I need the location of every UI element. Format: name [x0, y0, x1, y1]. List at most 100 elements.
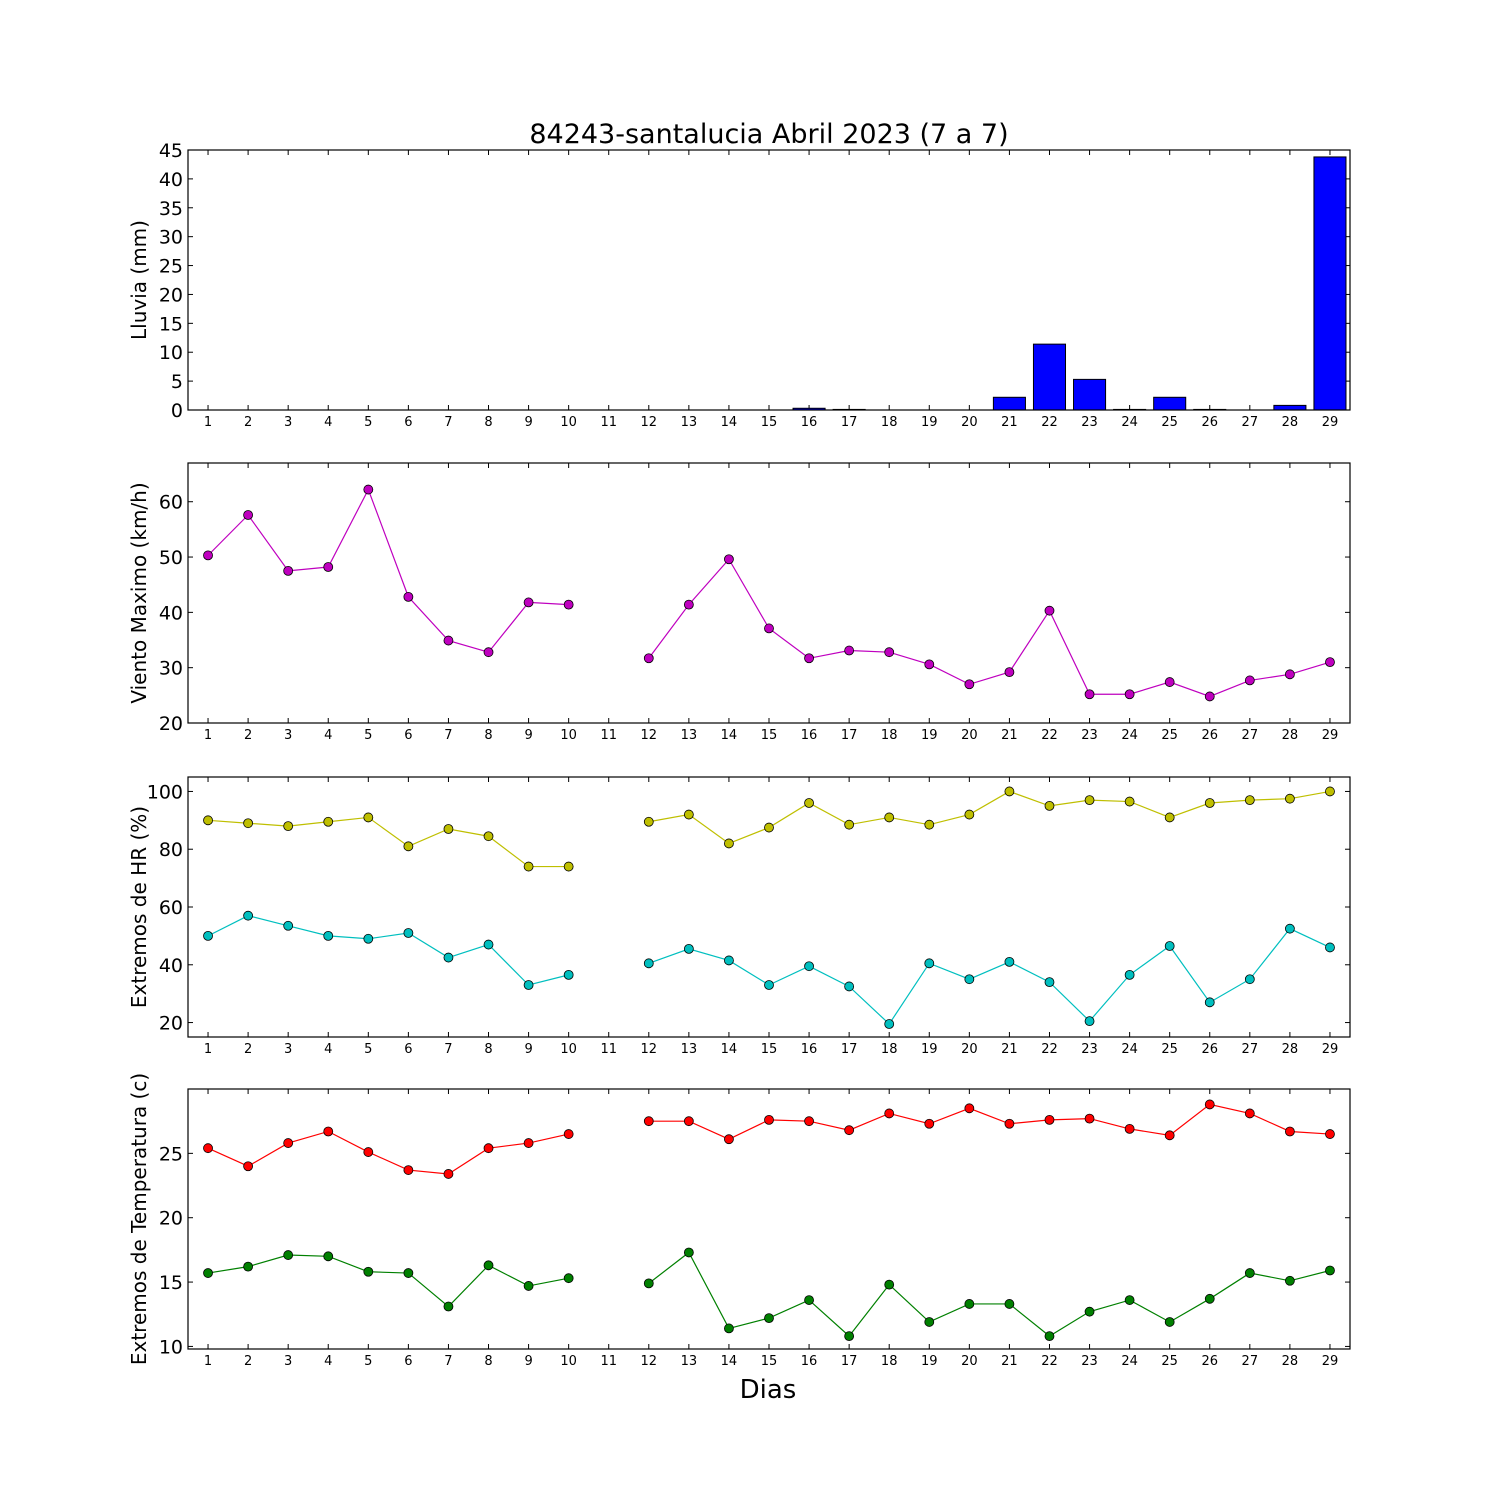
- y-tick-label: 40: [159, 955, 183, 977]
- data-point: [1004, 1118, 1015, 1129]
- data-point: [804, 1116, 814, 1127]
- x-tick-label: 4: [324, 1042, 332, 1057]
- data-point: [1244, 1268, 1255, 1278]
- chart-title: 84243-santalucia Abril 2023 (7 a 7): [529, 119, 1008, 150]
- data-point: [563, 599, 574, 610]
- data-point: [683, 809, 694, 820]
- x-tick-label: 21: [1001, 415, 1018, 430]
- data-point: [563, 969, 574, 980]
- data-point: [764, 1313, 774, 1324]
- data-point: [1284, 1126, 1295, 1137]
- y-tick-label: 35: [159, 198, 183, 220]
- data-point: [443, 952, 454, 963]
- x-tick-label: 20: [961, 1042, 978, 1057]
- x-tick-label: 13: [681, 728, 698, 743]
- x-tick-label: 2: [244, 1354, 252, 1369]
- data-point: [683, 1247, 694, 1258]
- x-tick-label: 10: [560, 415, 577, 430]
- data-point: [683, 943, 694, 954]
- data-point: [323, 1251, 334, 1262]
- x-tick-label: 3: [284, 728, 292, 743]
- bar: [1313, 156, 1347, 411]
- x-tick-label: 17: [841, 1042, 858, 1057]
- x-tick-label: 23: [1081, 728, 1098, 743]
- data-point: [243, 910, 254, 921]
- data-point: [1044, 977, 1055, 988]
- x-tick-label: 3: [284, 415, 292, 430]
- data-point: [804, 798, 814, 808]
- data-point: [764, 980, 774, 990]
- x-tick-label: 27: [1242, 415, 1259, 430]
- data-point: [964, 974, 975, 985]
- x-tick-label: 19: [921, 1354, 938, 1369]
- y-tick-label: 30: [159, 227, 183, 249]
- data-point: [1124, 1295, 1135, 1305]
- data-point: [1004, 956, 1015, 967]
- x-tick-label: 14: [721, 728, 738, 743]
- x-tick-label: 29: [1322, 728, 1339, 743]
- series-line: [207, 816, 569, 868]
- y-axis-label: Viento Maximo (km/h): [127, 482, 151, 703]
- data-point: [1325, 657, 1335, 668]
- x-tick-label: 16: [801, 728, 818, 743]
- data-point: [1124, 1124, 1135, 1134]
- data-point: [844, 1331, 855, 1342]
- data-point: [1204, 1293, 1215, 1304]
- data-point: [363, 812, 374, 823]
- data-point: [724, 554, 734, 565]
- data-point: [643, 816, 654, 827]
- x-tick-label: 23: [1081, 1354, 1098, 1369]
- data-point: [1044, 1114, 1055, 1125]
- x-tick-label: 13: [681, 415, 698, 430]
- data-point: [363, 484, 374, 495]
- data-point: [764, 623, 774, 634]
- data-point: [243, 510, 254, 520]
- y-tick-label: 0: [171, 400, 183, 422]
- data-point: [243, 818, 254, 829]
- data-point: [363, 1266, 374, 1277]
- data-point: [683, 1116, 694, 1127]
- data-point: [884, 1279, 895, 1290]
- x-tick-label: 22: [1041, 728, 1058, 743]
- x-tick-label: 20: [961, 1354, 978, 1369]
- data-point: [924, 1118, 935, 1129]
- data-point: [683, 599, 694, 610]
- y-tick-label: 25: [159, 1143, 183, 1165]
- y-tick-label: 30: [159, 658, 183, 680]
- x-tick-label: 16: [801, 415, 818, 430]
- data-point: [243, 1161, 254, 1172]
- x-tick-label: 4: [324, 1354, 332, 1369]
- y-tick-label: 20: [159, 1208, 183, 1230]
- x-tick-label: 14: [721, 1354, 738, 1369]
- panel-2: 1 2 3 4 5 6 7 8 9 10 11 12 13 14 15 16 17 18 19 20 21 22 23 24 2…: [127, 462, 1351, 743]
- data-point: [1204, 1099, 1215, 1110]
- x-tick-label: 24: [1121, 728, 1138, 743]
- data-point: [964, 1299, 975, 1309]
- data-point: [203, 815, 213, 826]
- y-tick-label: 80: [159, 839, 183, 861]
- panel-3: 1 2 3 4 5 6 7 8 9 10 11 12 13 14 15 16 17 18 19 20 21 22 23 24 2…: [127, 776, 1351, 1057]
- x-tick-label: 12: [641, 1042, 658, 1057]
- x-tick-label: 3: [284, 1354, 292, 1369]
- data-point: [1044, 800, 1055, 811]
- x-tick-label: 28: [1282, 1042, 1299, 1057]
- data-point: [443, 824, 454, 834]
- data-point: [1325, 786, 1335, 797]
- x-tick-label: 10: [560, 1042, 577, 1057]
- data-point: [563, 861, 574, 872]
- x-tick-label: 29: [1322, 415, 1339, 430]
- x-tick-label: 18: [881, 415, 898, 430]
- data-point: [1084, 1016, 1095, 1027]
- x-tick-label: 24: [1121, 415, 1138, 430]
- data-point: [724, 1323, 734, 1334]
- data-point: [1164, 941, 1175, 951]
- data-point: [643, 1278, 654, 1289]
- x-tick-label: 14: [721, 415, 738, 430]
- y-tick-label: 20: [159, 1013, 183, 1035]
- series-line: [648, 558, 1331, 698]
- data-point: [643, 958, 654, 969]
- x-tick-label: 27: [1242, 1354, 1259, 1369]
- x-tick-label: 25: [1161, 1042, 1178, 1057]
- x-tick-label: 6: [404, 1042, 412, 1057]
